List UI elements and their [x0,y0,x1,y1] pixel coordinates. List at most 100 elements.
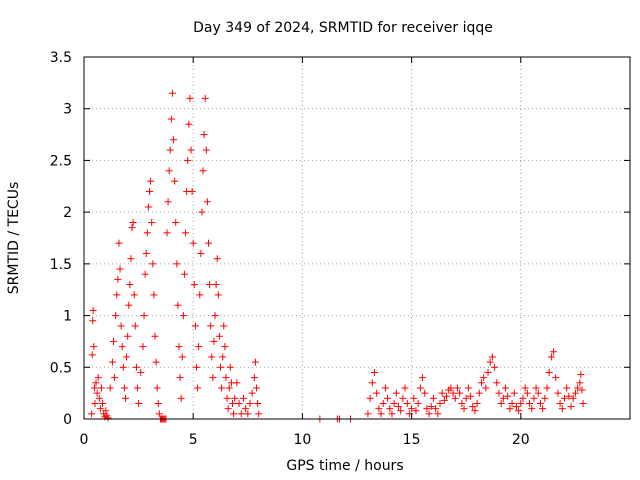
data-point [235,399,243,407]
data-point [223,394,231,402]
data-point [230,410,238,418]
data-point [214,291,222,299]
data-point [484,368,492,376]
data-point [565,392,573,400]
data-point [186,94,194,102]
data-point [166,146,174,154]
data-point [184,156,192,164]
data-point [126,281,134,289]
data-point [512,403,520,411]
data-point [129,218,137,226]
data-point [207,322,215,330]
chart-title: Day 349 of 2024, SRMTID for receiver iqq… [193,20,493,36]
data-point [523,389,531,397]
data-point [480,374,488,382]
data-point [175,343,183,351]
data-point [164,198,172,206]
data-point [114,275,122,283]
data-point [171,177,179,185]
data-point [201,94,209,102]
data-point [217,363,224,371]
data-point [574,384,582,392]
data-point [135,399,143,407]
data-point [117,322,125,330]
data-point [491,363,499,371]
x-axis: 0 5 10 15 20 [80,57,530,448]
data-point [142,250,150,258]
data-point [176,374,184,382]
data-point [517,399,525,407]
data-point [89,317,97,325]
data-point [536,399,544,407]
data-point [558,405,566,413]
data-point [578,386,586,394]
data-point [174,301,182,309]
data-point [244,410,252,418]
data-point [150,291,158,299]
data-point [510,389,518,397]
data-point [242,405,250,413]
data-point [460,405,468,413]
data-point [94,374,102,382]
data-point [141,270,149,278]
data-point [149,260,157,268]
data-point [384,394,392,402]
data-point [449,389,457,397]
data-point [482,384,490,392]
y-axis: 0 0.5 1 1.5 2 2.5 3 3.5 [50,50,630,428]
data-point [250,374,258,382]
data-point [504,392,512,400]
data-point [108,358,116,366]
data-point [577,371,585,379]
data-point [521,384,529,392]
x-tick-label: 5 [189,432,198,448]
data-point [419,374,427,382]
y-tick-label: 1 [63,309,72,325]
data-point [106,384,114,392]
data-point [377,410,385,418]
data-point [515,407,523,415]
data-point [137,368,145,376]
data-point [185,120,193,128]
data-point [225,384,233,392]
data-point [200,131,208,139]
grid-lines [84,57,630,419]
data-point [226,363,234,371]
data-point [153,384,161,392]
data-point [253,384,261,392]
data-point [182,229,190,237]
data-point [168,89,176,97]
data-point [177,394,185,402]
data-point [154,399,162,407]
data-point [386,405,394,413]
data-point [475,389,483,397]
data-point [151,332,159,340]
data-point [148,218,156,226]
data-point [179,312,187,320]
data-point [195,343,203,351]
data-point [237,410,245,418]
data-point [125,301,133,309]
data-point [427,403,435,411]
data-point [102,407,110,415]
data-point [218,384,226,392]
data-point [519,394,527,402]
data-point [219,353,227,361]
data-point [506,405,514,413]
data-point [120,384,128,392]
data-point [91,399,99,407]
data-point [467,392,475,400]
data-point [432,405,440,413]
data-point [436,399,444,407]
data-point [132,363,140,371]
data-point [434,410,442,418]
data-point [188,187,196,195]
data-point [208,353,216,361]
data-point [202,146,210,154]
data-point [167,115,175,123]
data-point [155,410,163,418]
data-point [453,384,461,392]
data-point [121,394,129,402]
data-point [539,405,547,413]
